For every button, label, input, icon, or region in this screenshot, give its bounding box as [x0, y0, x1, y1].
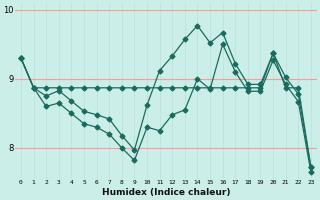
X-axis label: Humidex (Indice chaleur): Humidex (Indice chaleur) [102, 188, 230, 197]
